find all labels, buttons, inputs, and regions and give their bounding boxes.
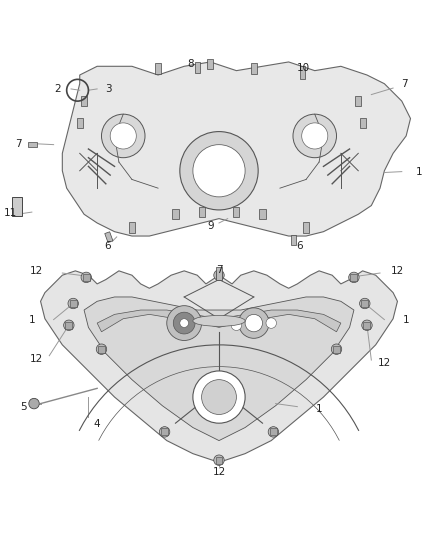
Text: 12: 12 bbox=[30, 266, 43, 276]
Text: 1: 1 bbox=[403, 316, 410, 326]
Text: 6: 6 bbox=[105, 240, 111, 251]
Bar bbox=[333, 346, 340, 353]
Bar bbox=[161, 429, 168, 435]
Text: 6: 6 bbox=[296, 240, 303, 251]
Text: 1: 1 bbox=[416, 167, 423, 176]
Bar bbox=[81, 96, 87, 107]
Circle shape bbox=[180, 319, 188, 327]
Circle shape bbox=[81, 272, 92, 282]
Circle shape bbox=[293, 114, 336, 158]
Bar bbox=[350, 274, 357, 281]
Bar bbox=[364, 322, 371, 329]
Text: 7: 7 bbox=[15, 139, 22, 149]
Text: 9: 9 bbox=[207, 221, 214, 231]
Circle shape bbox=[68, 298, 78, 309]
Text: 7: 7 bbox=[215, 265, 223, 275]
Bar bbox=[215, 272, 223, 279]
Circle shape bbox=[268, 426, 279, 437]
Circle shape bbox=[266, 318, 276, 328]
Text: 12: 12 bbox=[30, 354, 43, 364]
Circle shape bbox=[239, 308, 269, 338]
Circle shape bbox=[302, 123, 328, 149]
Bar bbox=[77, 118, 83, 128]
Text: 4: 4 bbox=[94, 419, 100, 429]
Text: 12: 12 bbox=[391, 266, 404, 276]
Polygon shape bbox=[84, 297, 354, 441]
Bar bbox=[270, 429, 277, 435]
Bar bbox=[195, 62, 200, 73]
Text: 7: 7 bbox=[401, 79, 407, 88]
Circle shape bbox=[180, 132, 258, 210]
Bar bbox=[251, 63, 257, 74]
Bar bbox=[215, 457, 223, 464]
Bar bbox=[360, 118, 366, 128]
Circle shape bbox=[201, 379, 237, 415]
Circle shape bbox=[102, 114, 145, 158]
Circle shape bbox=[331, 344, 342, 354]
Circle shape bbox=[110, 123, 136, 149]
Text: 1: 1 bbox=[28, 316, 35, 326]
Bar bbox=[300, 66, 305, 79]
Text: 12: 12 bbox=[378, 358, 391, 368]
Circle shape bbox=[231, 320, 242, 330]
Circle shape bbox=[159, 426, 170, 437]
Bar bbox=[259, 209, 265, 220]
Circle shape bbox=[349, 272, 359, 282]
Bar bbox=[355, 96, 361, 107]
Bar bbox=[233, 207, 240, 217]
Bar bbox=[207, 59, 213, 69]
Circle shape bbox=[64, 320, 74, 330]
Bar bbox=[291, 235, 296, 245]
Circle shape bbox=[360, 298, 370, 309]
Text: 10: 10 bbox=[297, 63, 311, 74]
Ellipse shape bbox=[193, 316, 245, 326]
Bar bbox=[216, 266, 222, 279]
Text: 3: 3 bbox=[105, 84, 111, 94]
Circle shape bbox=[193, 371, 245, 423]
Bar bbox=[12, 197, 22, 216]
Circle shape bbox=[362, 320, 372, 330]
Bar bbox=[155, 63, 161, 74]
Polygon shape bbox=[97, 310, 341, 332]
Circle shape bbox=[167, 305, 201, 341]
Bar bbox=[303, 222, 309, 232]
Bar bbox=[173, 209, 179, 220]
Text: 8: 8 bbox=[187, 59, 194, 69]
Bar bbox=[98, 346, 105, 353]
Circle shape bbox=[214, 270, 224, 280]
Bar bbox=[105, 232, 113, 243]
Text: 2: 2 bbox=[55, 84, 61, 94]
Circle shape bbox=[193, 144, 245, 197]
Circle shape bbox=[173, 312, 195, 334]
Circle shape bbox=[245, 314, 262, 332]
Bar bbox=[83, 274, 90, 281]
Bar bbox=[65, 322, 72, 329]
Polygon shape bbox=[41, 271, 397, 462]
Bar bbox=[70, 300, 77, 307]
Bar bbox=[198, 207, 205, 217]
Text: 5: 5 bbox=[20, 402, 26, 411]
Circle shape bbox=[214, 455, 224, 465]
Text: 1: 1 bbox=[316, 404, 322, 414]
Text: 11: 11 bbox=[4, 208, 17, 219]
Polygon shape bbox=[62, 62, 410, 236]
Bar bbox=[28, 142, 37, 147]
Circle shape bbox=[29, 398, 39, 409]
Circle shape bbox=[96, 344, 107, 354]
Text: 12: 12 bbox=[212, 467, 226, 477]
Bar bbox=[129, 222, 135, 232]
Bar bbox=[361, 300, 368, 307]
